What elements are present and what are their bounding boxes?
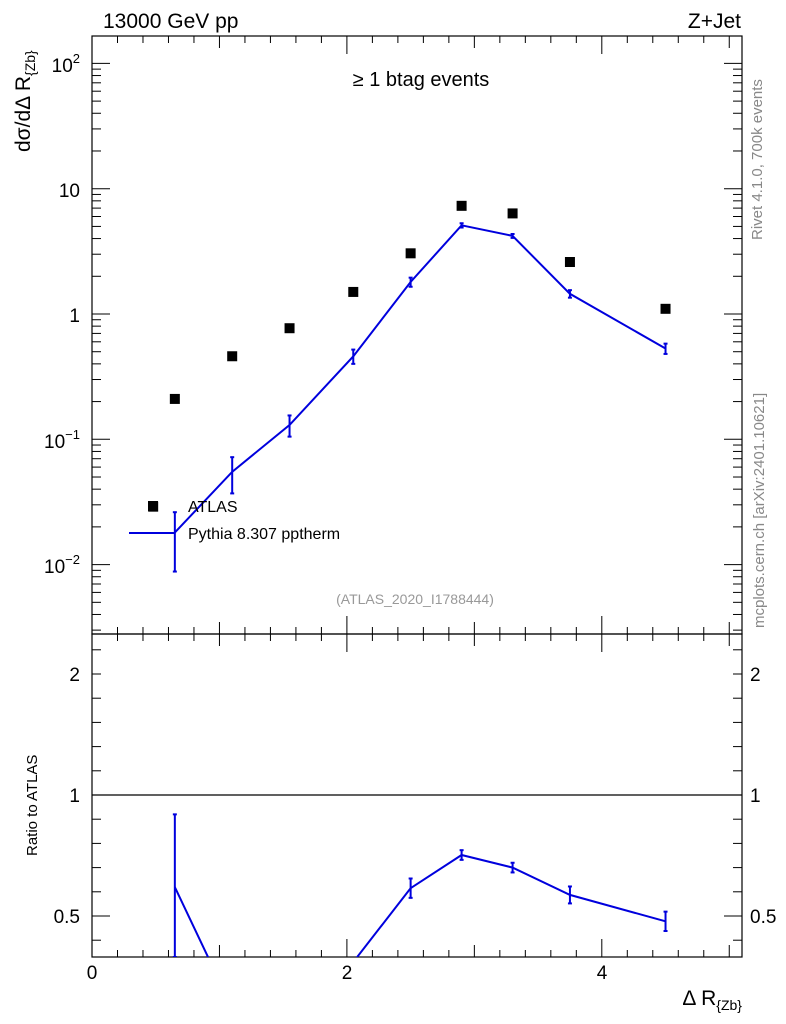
ytick-label-1: 1 (69, 306, 80, 327)
xaxis-label: Δ R{Zb} (682, 987, 742, 1013)
legend-atlas-marker (148, 501, 158, 511)
main-panel: ≥ 1 btag events (ATLAS_2020_I1788444) 10… (12, 35, 743, 635)
ratio-panel: 0.5 1 2 0.5 1 2 Ratio to ATLAS (24, 633, 776, 958)
annotation-text: ≥ 1 btag events (353, 69, 490, 91)
xtick-label-4: 4 (597, 963, 608, 984)
ratio-ytick-label-1-right: 1 (750, 786, 761, 807)
legend-mc-label: Pythia 8.307 pptherm (188, 526, 340, 543)
xtick-label-2: 2 (342, 963, 353, 984)
ratio-ytick-label-2-right: 2 (750, 665, 761, 686)
atlas-data-point (507, 208, 518, 219)
ratio-ytick-label-1-left: 1 (69, 786, 80, 807)
atlas-data-point (348, 286, 359, 297)
analysis-id-text: (ATLAS_2020_I1788444) (336, 591, 494, 607)
ytick-label-0.01: 10−2 (44, 552, 80, 578)
atlas-data-point (227, 351, 238, 362)
ratio-ytick-label-0.5-left: 0.5 (54, 907, 80, 928)
ratio-ylabel: Ratio to ATLAS (24, 755, 41, 856)
atlas-data-point (660, 303, 671, 314)
ytick-label-100: 102 (52, 51, 80, 77)
ytick-label-0.1: 10−1 (44, 427, 80, 453)
main-panel-ticks (91, 36, 742, 634)
ratio-ytick-label-0.5-right: 0.5 (750, 907, 776, 928)
ratio-series-group (172, 813, 668, 957)
mc-line (174, 224, 666, 534)
atlas-data-point (284, 323, 295, 334)
main-ylabel: dσ/dΔ R{Zb} (12, 50, 38, 152)
header-right: Z+Jet (688, 10, 741, 33)
header-left: 13000 GeV pp (103, 10, 238, 33)
mcplots-reference-text: mcplots.cern.ch [arXiv:2401.10621] (751, 393, 768, 628)
atlas-data-point (564, 257, 575, 268)
legend: ATLAS Pythia 8.307 pptherm (129, 499, 340, 543)
legend-atlas-label: ATLAS (188, 499, 238, 516)
xtick-label-0: 0 (87, 963, 98, 984)
main-panel-frame (91, 35, 743, 635)
ratio-panel-series (172, 813, 668, 957)
atlas-data-point (456, 200, 467, 211)
ytick-label-10: 10 (59, 181, 80, 202)
atlas-data-point (405, 248, 416, 259)
atlas-data-point (169, 393, 180, 404)
rivet-version-text: Rivet 4.1.0, 700k events (749, 79, 766, 240)
ratio-mc-line (173, 853, 666, 957)
ratio-ytick-label-2-left: 2 (69, 665, 80, 686)
